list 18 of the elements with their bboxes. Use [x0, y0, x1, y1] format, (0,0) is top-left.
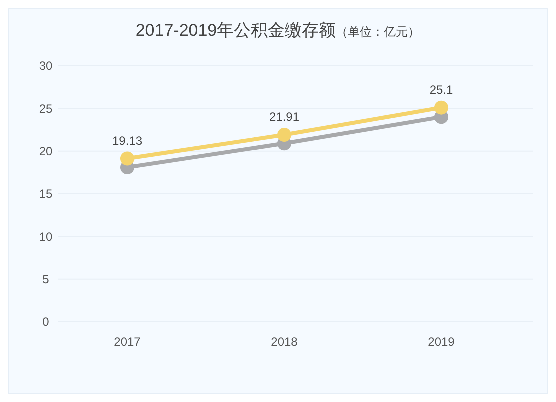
y-tick-label: 25	[39, 102, 53, 116]
y-tick-label: 0	[42, 315, 50, 330]
x-tick-label: 2018	[271, 335, 298, 349]
y-tick-label: 30	[39, 59, 53, 74]
data-label: 19.13	[112, 134, 143, 148]
chart-title: 2017-2019年公积金缴存额	[136, 21, 336, 40]
y-tick-label: 15	[39, 187, 53, 202]
x-tick-label: 2019	[428, 335, 456, 349]
y-tick-label: 20	[39, 144, 53, 159]
point	[434, 100, 448, 115]
point	[120, 152, 134, 166]
y-tick-label: 10	[39, 230, 53, 244]
x-tick-label: 2017	[114, 335, 142, 349]
data-label: 25.1	[430, 82, 454, 97]
y-tick-label: 5	[42, 272, 50, 287]
chart-subtitle: （单位：亿元）	[336, 25, 420, 39]
data-label: 21.91	[269, 110, 300, 124]
point	[278, 128, 292, 142]
